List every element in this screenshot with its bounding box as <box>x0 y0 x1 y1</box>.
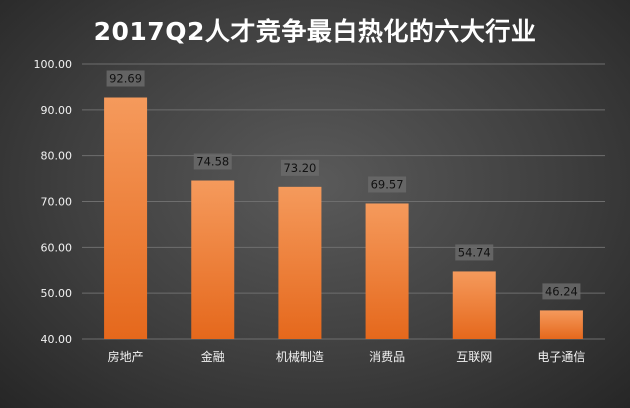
bars <box>104 97 583 339</box>
data-label: 46.24 <box>545 284 578 298</box>
data-label: 92.69 <box>109 72 142 86</box>
data-label: 54.74 <box>458 245 491 259</box>
x-tick-label: 金融 <box>201 349 225 364</box>
data-label-background <box>106 70 145 87</box>
data-labels: 92.69 74.58 73.20 69.57 54.74 46.24 <box>106 70 581 300</box>
y-tick-label: 50.00 <box>41 287 73 300</box>
y-tick-label: 80.00 <box>41 150 73 163</box>
bar <box>365 203 409 339</box>
y-tick-label: 90.00 <box>41 104 73 117</box>
y-axis: 40.00 50.00 60.00 70.00 80.00 90.00 100.00 <box>34 58 73 346</box>
bar <box>104 97 148 339</box>
data-label-background <box>368 176 407 193</box>
bar <box>278 186 322 339</box>
data-label-background <box>455 244 494 261</box>
bar <box>539 310 583 339</box>
y-tick-label: 70.00 <box>41 196 73 209</box>
gridlines <box>82 63 605 340</box>
y-tick-label: 100.00 <box>34 58 73 71</box>
x-tick-label: 机械制造 <box>276 349 324 364</box>
data-label-background <box>542 283 581 300</box>
x-tick-label: 电子通信 <box>537 350 585 364</box>
bar <box>191 180 235 339</box>
y-tick-label: 40.00 <box>41 333 73 346</box>
data-label: 74.58 <box>196 155 229 169</box>
y-tick-label: 60.00 <box>41 241 73 254</box>
chart-title: 2017Q2人才竞争最白热化的六大行业 <box>93 17 537 46</box>
data-label-background <box>280 159 319 176</box>
data-label: 69.57 <box>371 177 404 191</box>
data-label: 73.20 <box>283 161 316 175</box>
x-tick-label: 房地产 <box>108 349 144 364</box>
x-tick-label: 消费品 <box>369 350 405 364</box>
data-label-background <box>193 153 232 170</box>
bar <box>452 271 496 339</box>
x-tick-label: 互联网 <box>456 350 492 364</box>
x-axis: 房地产 金融 机械制造 消费品 互联网 电子通信 <box>108 349 586 364</box>
